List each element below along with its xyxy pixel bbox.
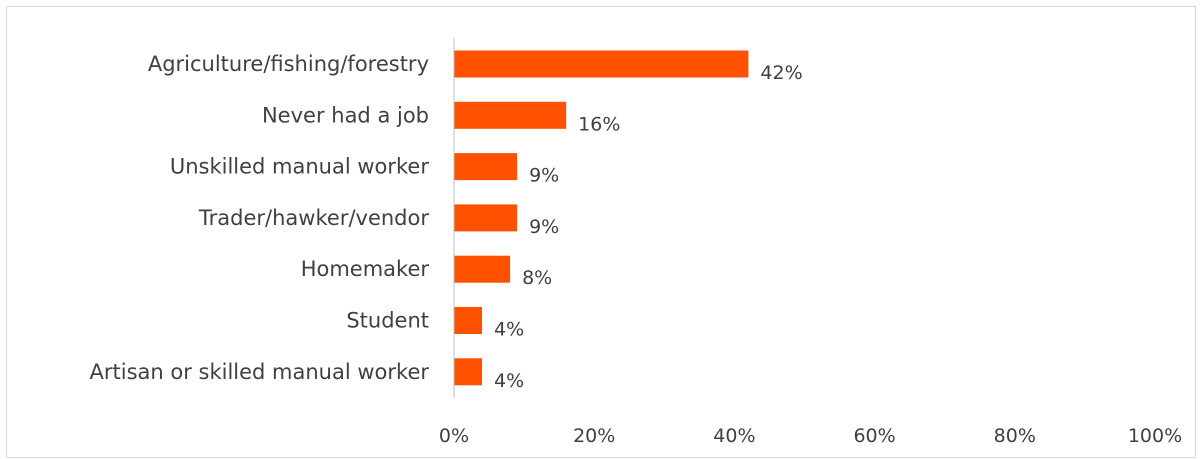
- category-label: Homemaker: [301, 257, 430, 281]
- category-label: Agriculture/fishing/forestry: [148, 52, 429, 76]
- bar: [454, 153, 518, 181]
- chart-frame: [6, 6, 1196, 458]
- x-tick-label: 20%: [573, 425, 615, 447]
- bar: [454, 204, 518, 232]
- category-label: Trader/hawker/vendor: [198, 206, 429, 230]
- bar: [454, 358, 483, 386]
- x-tick-label: 0%: [439, 425, 469, 447]
- data-label: 16%: [578, 113, 620, 135]
- x-tick-label: 100%: [1128, 425, 1182, 447]
- data-label: 9%: [529, 216, 559, 238]
- data-label: 42%: [760, 62, 802, 84]
- bar: [454, 307, 483, 334]
- x-tick-label: 80%: [994, 425, 1036, 447]
- data-label: 8%: [522, 267, 552, 289]
- x-tick-label: 60%: [853, 425, 895, 447]
- bar: [454, 255, 511, 283]
- bar: [454, 50, 749, 78]
- data-label: 4%: [494, 370, 524, 392]
- category-label: Artisan or skilled manual worker: [90, 360, 430, 384]
- data-label: 9%: [529, 165, 559, 187]
- category-label: Student: [346, 309, 429, 333]
- x-tick-label: 40%: [713, 425, 755, 447]
- bar: [454, 101, 567, 129]
- category-label: Unskilled manual worker: [170, 155, 430, 179]
- data-label: 4%: [494, 319, 524, 341]
- category-label: Never had a job: [262, 103, 429, 127]
